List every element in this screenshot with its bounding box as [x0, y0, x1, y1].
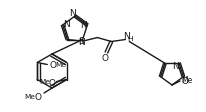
Text: S: S [78, 37, 84, 46]
Text: O: O [102, 54, 109, 62]
Text: N: N [63, 20, 70, 29]
Text: O: O [182, 76, 189, 85]
Text: N: N [123, 32, 130, 41]
Text: O: O [48, 78, 55, 87]
Text: N: N [78, 37, 85, 46]
Text: Me: Me [181, 76, 193, 85]
Text: N: N [70, 9, 76, 18]
Text: N: N [80, 21, 87, 30]
Text: N: N [172, 61, 178, 70]
Text: H: H [128, 35, 133, 41]
Text: O: O [50, 61, 57, 70]
Text: Me: Me [55, 61, 66, 67]
Text: O: O [34, 93, 41, 102]
Text: Me: Me [39, 79, 50, 85]
Text: Me: Me [25, 93, 35, 99]
